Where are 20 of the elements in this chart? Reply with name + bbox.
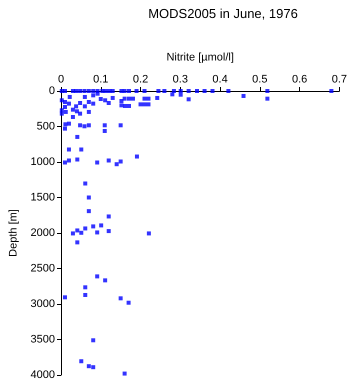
y-tick-label: 3500 [30, 334, 55, 346]
y-axis-title: Depth [m] [8, 209, 20, 257]
y-tick-label: 1000 [30, 156, 55, 168]
y-tick-label: 1500 [30, 192, 55, 204]
x-tick-label: 0.4 [212, 74, 228, 86]
y-tick-label: 500 [36, 120, 55, 132]
chart-title: MODS2005 in June, 1976 [148, 6, 298, 21]
x-tick-label: 0 [58, 74, 64, 86]
x-axis-title: Nitrite [µmol/l] [166, 52, 234, 64]
x-tick-label: 0.2 [132, 74, 148, 86]
y-tick-label: 2000 [30, 227, 55, 239]
y-tick-label: 3000 [30, 298, 55, 310]
x-tick-label: 0.3 [172, 74, 188, 86]
x-tick-label: 0.5 [252, 74, 268, 86]
x-tick-label: 0.6 [292, 74, 308, 86]
y-tick-label: 4000 [30, 369, 55, 381]
x-tick-label: 0.1 [93, 74, 108, 86]
x-tick-label: 0.7 [332, 74, 348, 86]
y-tick-label: 0 [48, 85, 55, 97]
y-tick-label: 2500 [30, 262, 55, 274]
